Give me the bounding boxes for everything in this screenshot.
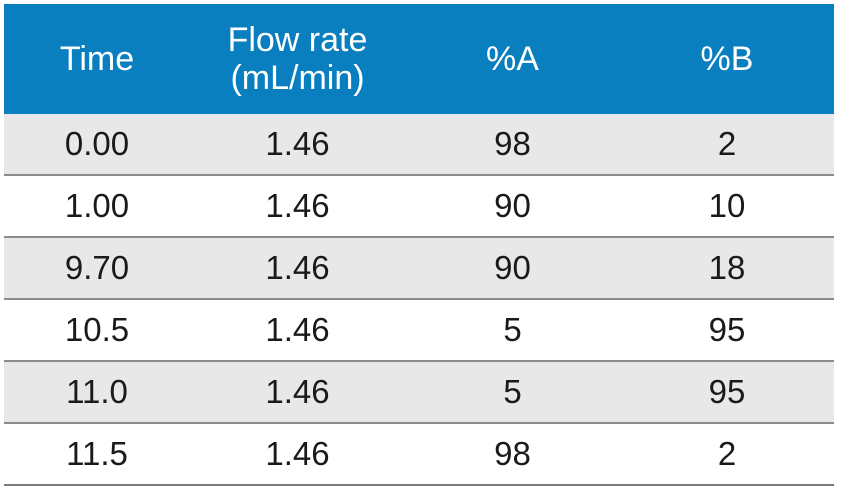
column-header-percent-b: %B [620,4,834,114]
header-label: Flow rate [227,21,368,59]
table-body: 0.00 1.46 98 2 1.00 1.46 90 10 9.70 1.46… [4,114,834,486]
cell-time: 1.00 [4,175,190,238]
cell-percent-b: 18 [620,237,834,300]
cell-percent-b: 2 [620,114,834,176]
table-row: 11.5 1.46 98 2 [4,423,834,486]
cell-percent-a: 90 [405,237,620,300]
table-row: 11.0 1.46 5 95 [4,361,834,424]
table-row: 0.00 1.46 98 2 [4,114,834,176]
table-header: Time Flow rate (mL/min) %A %B [4,4,834,114]
header-row: Time Flow rate (mL/min) %A %B [4,4,834,114]
header-label: %B [700,40,754,78]
cell-percent-b: 2 [620,423,834,486]
cell-percent-a: 90 [405,175,620,238]
cell-percent-a: 98 [405,114,620,176]
cell-percent-b: 95 [620,299,834,362]
cell-time: 11.0 [4,361,190,424]
column-header-percent-a: %A [405,4,620,114]
cell-flow-rate: 1.46 [190,114,405,176]
header-label: %A [486,40,539,78]
cell-time: 0.00 [4,114,190,176]
cell-percent-a: 5 [405,361,620,424]
cell-flow-rate: 1.46 [190,361,405,424]
table-row: 9.70 1.46 90 18 [4,237,834,300]
cell-flow-rate: 1.46 [190,423,405,486]
header-unit: (mL/min) [230,59,365,97]
cell-time: 9.70 [4,237,190,300]
cell-flow-rate: 1.46 [190,237,405,300]
header-label: Time [59,40,135,78]
gradient-table: Time Flow rate (mL/min) %A %B 0.00 1.46 … [4,4,834,486]
table-row: 1.00 1.46 90 10 [4,175,834,238]
table-row: 10.5 1.46 5 95 [4,299,834,362]
cell-percent-b: 10 [620,175,834,238]
column-header-flow-rate: Flow rate (mL/min) [190,4,405,114]
column-header-time: Time [4,4,190,114]
cell-percent-a: 5 [405,299,620,362]
cell-time: 11.5 [4,423,190,486]
cell-percent-b: 95 [620,361,834,424]
gradient-table-container: Time Flow rate (mL/min) %A %B 0.00 1.46 … [4,4,834,486]
cell-flow-rate: 1.46 [190,299,405,362]
cell-percent-a: 98 [405,423,620,486]
cell-flow-rate: 1.46 [190,175,405,238]
cell-time: 10.5 [4,299,190,362]
